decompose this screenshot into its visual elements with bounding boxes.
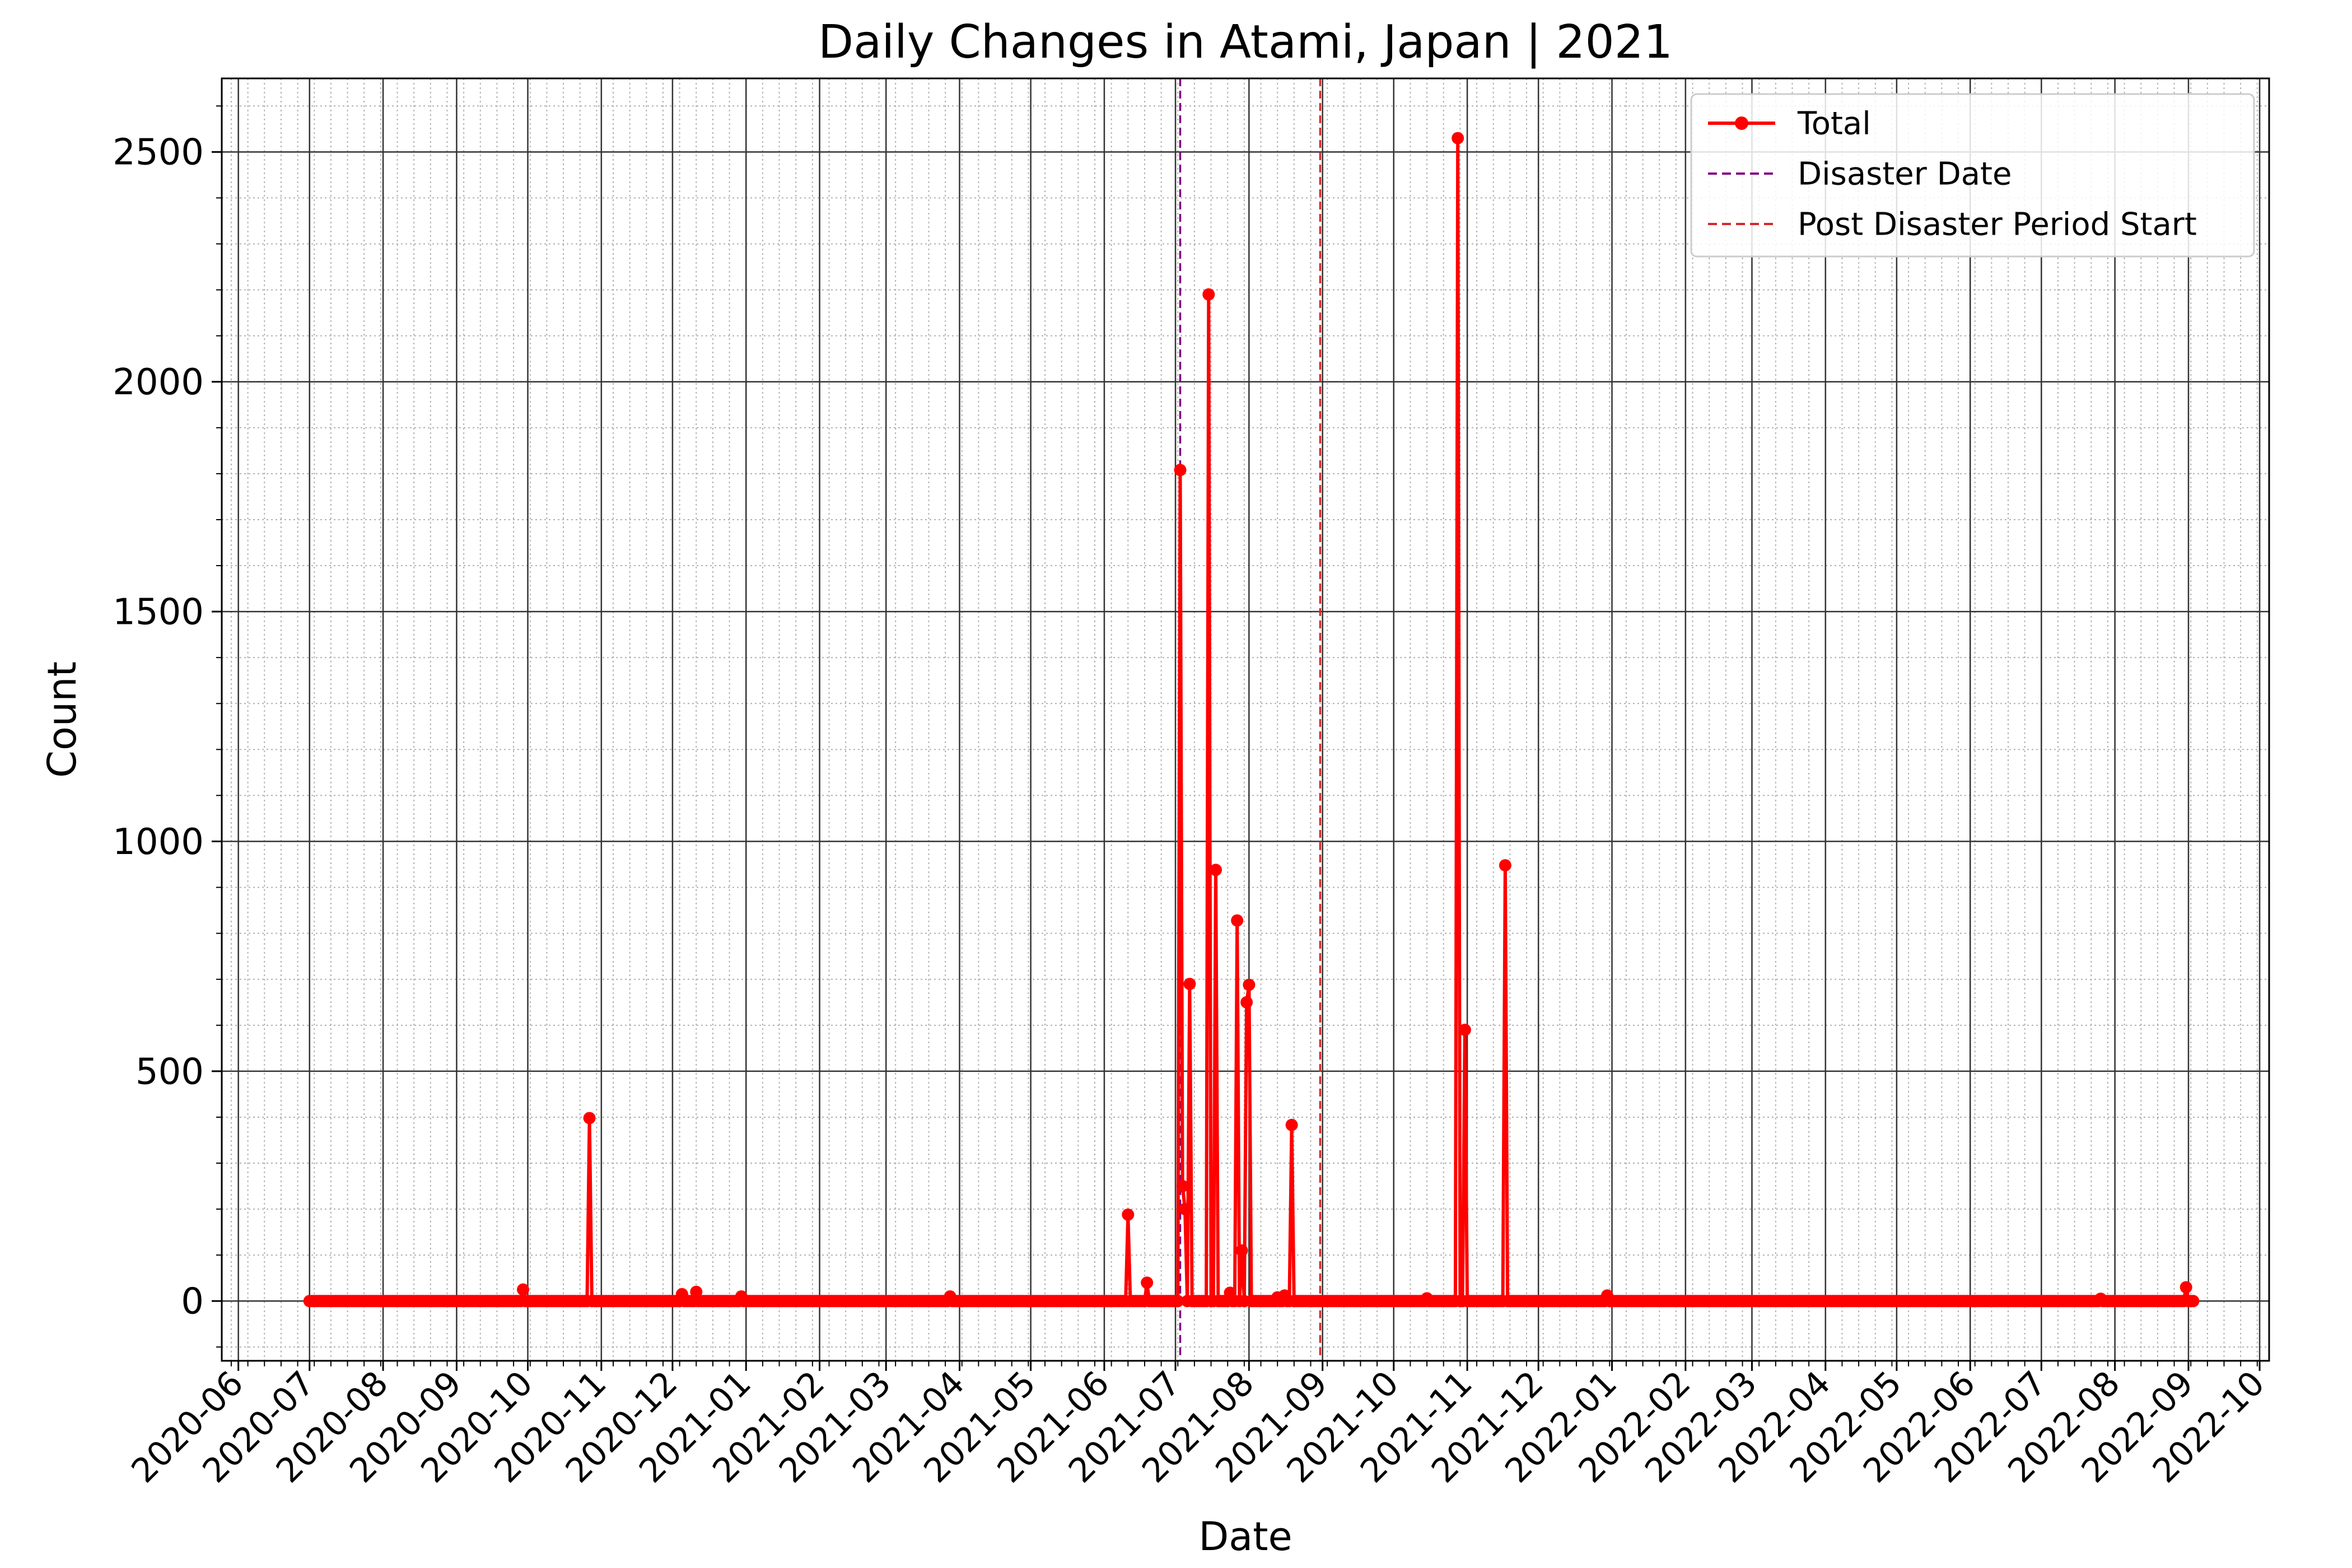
data-point	[1458, 1024, 1471, 1036]
data-point	[1122, 1208, 1135, 1221]
data-point	[2180, 1281, 2192, 1294]
legend-swatch-total-marker	[1735, 116, 1748, 130]
data-point	[1172, 1295, 1184, 1308]
legend-label-total: Total	[1797, 106, 1871, 142]
plot-area-frame	[221, 77, 2270, 1362]
y-axis-ticks: 0 500 1000 1500 2000 2500	[113, 105, 222, 1348]
data-point	[1231, 914, 1244, 927]
y-axis-label: Count	[39, 661, 85, 778]
data-point	[1202, 288, 1215, 301]
data-point	[1183, 978, 1196, 990]
legend-label-disaster-date: Disaster Date	[1798, 156, 2012, 193]
data-point	[1141, 1276, 1154, 1289]
x-axis-label: Date	[1198, 1514, 1292, 1560]
legend: Total Disaster Date Post Disaster Period…	[1690, 93, 2255, 258]
data-point	[1210, 864, 1222, 876]
major-gridlines	[222, 78, 2269, 1361]
y-tick-label: 500	[136, 1051, 204, 1093]
data-point	[1179, 1203, 1191, 1216]
series-total-markers	[303, 132, 2200, 1308]
y-tick-label: 0	[181, 1281, 204, 1323]
data-point	[1243, 978, 1256, 991]
data-point	[1235, 1244, 1248, 1257]
data-point	[1285, 1118, 1298, 1131]
chart-title: Daily Changes in Atami, Japan | 2021	[818, 16, 1673, 69]
data-point	[517, 1283, 529, 1296]
y-tick-label: 1500	[113, 592, 204, 633]
legend-label-post-disaster: Post Disaster Period Start	[1798, 207, 2197, 243]
data-point	[1499, 859, 1511, 872]
data-point	[1176, 1180, 1189, 1193]
y-tick-label: 2000	[113, 362, 204, 403]
y-tick-label: 2500	[113, 132, 204, 174]
data-point	[1452, 132, 1464, 144]
y-tick-label: 1000	[113, 822, 204, 863]
data-point	[2187, 1295, 2200, 1308]
data-point	[1240, 996, 1253, 1009]
data-point	[1174, 464, 1187, 477]
legend-frame	[1690, 93, 2255, 258]
data-point	[583, 1112, 596, 1124]
